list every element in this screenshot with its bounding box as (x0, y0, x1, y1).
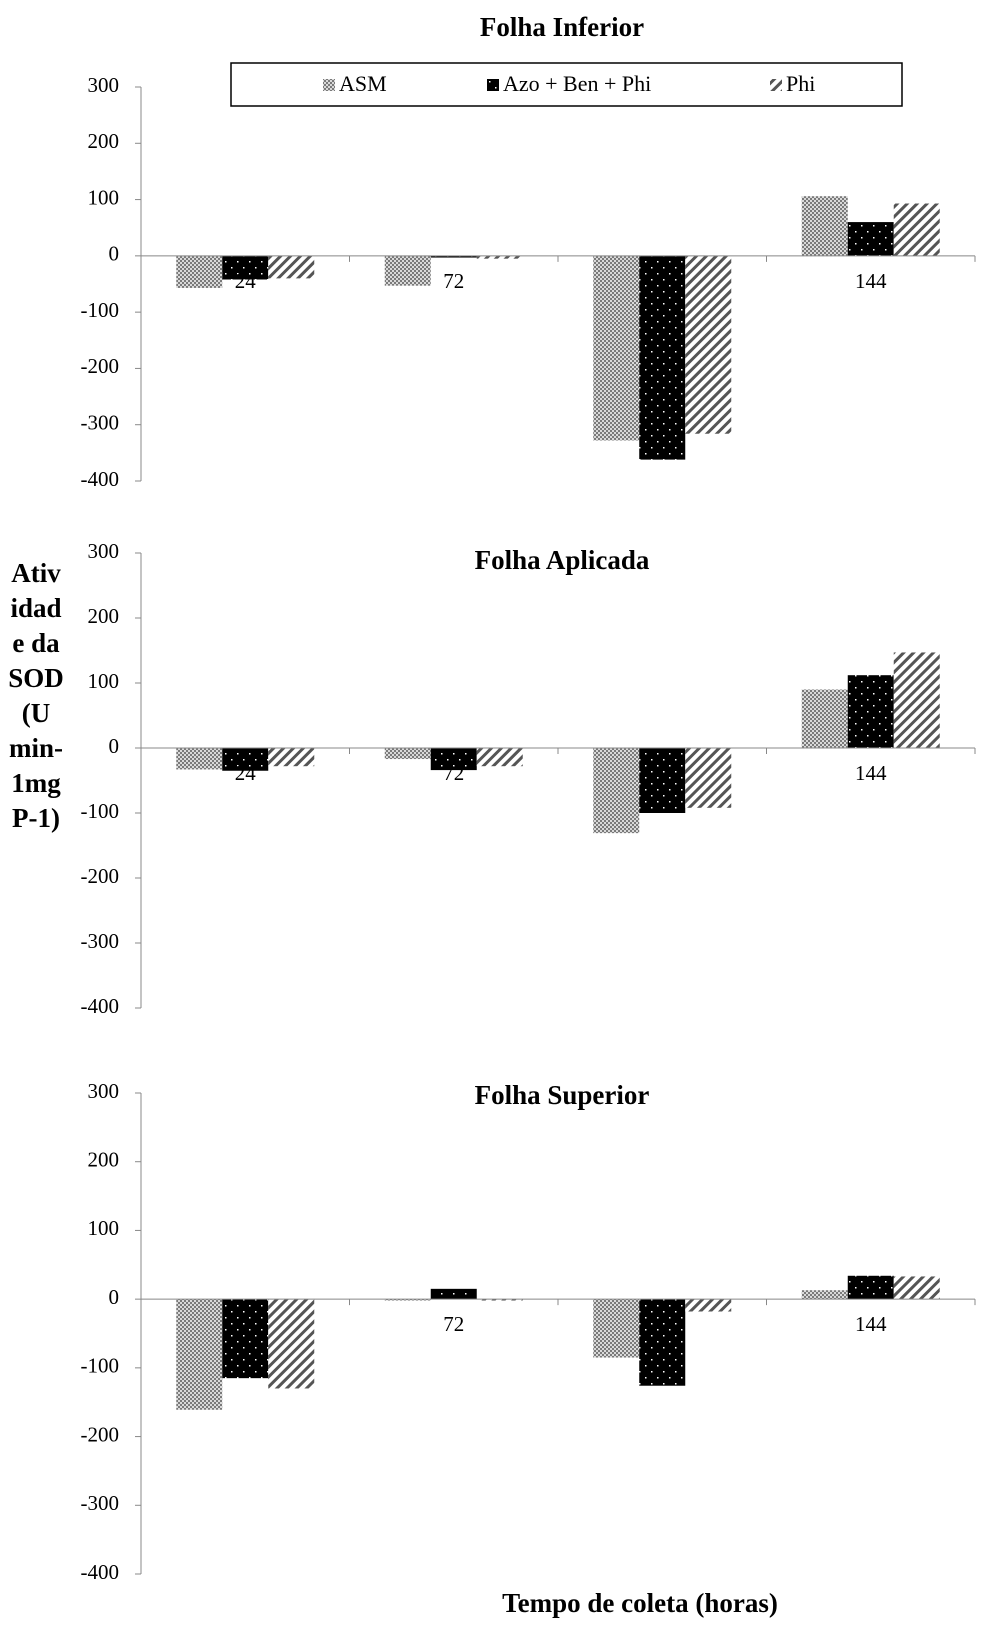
y-tick-label: 200 (88, 604, 120, 628)
bar-phi-3 (893, 203, 940, 256)
y-tick-label: -100 (81, 298, 120, 322)
y-tick-label: 100 (88, 185, 120, 209)
bar-asm-0 (176, 255, 223, 288)
bar-azo-ben-phi-0 (222, 748, 269, 771)
y-tick-label: 0 (109, 1285, 120, 1309)
chart-title: Folha Inferior (480, 12, 644, 42)
bar-azo-ben-phi-2 (639, 1299, 686, 1386)
x-tick-label: 24 (235, 269, 257, 293)
bar-azo-ben-phi-1 (430, 748, 477, 771)
x-tick-label: 72 (443, 761, 464, 785)
y-tick-label: 300 (88, 539, 120, 563)
bar-phi-0 (268, 748, 315, 767)
bar-asm-0 (176, 748, 223, 770)
bar-asm-1 (384, 255, 431, 286)
bar-azo-ben-phi-1 (430, 255, 477, 258)
legend-label-1: ASM (339, 71, 387, 96)
y-tick-label: -300 (81, 411, 120, 435)
panel-2: Folha Aplicada 300 200 100 0 -100 -200 -300 -400… (81, 539, 976, 1018)
chart-panels: Folha Inferior 300 200 100 0 -100 -200 -300 -400… (81, 12, 976, 1618)
y-tick-label: 0 (109, 734, 120, 758)
bar-azo-ben-phi-3 (847, 1275, 894, 1300)
x-axis-title: Tempo de coleta (horas) (502, 1588, 778, 1618)
bar-azo-ben-phi-2 (639, 748, 686, 813)
legend-swatch-2 (487, 79, 499, 91)
x-tick-label: 72 (443, 1312, 464, 1336)
y-tick-label: 0 (109, 242, 120, 266)
bar-asm-3 (801, 689, 848, 748)
y-tick-label: 200 (88, 129, 120, 153)
x-tick-label: 144 (855, 269, 887, 293)
y-tick-label: -200 (81, 864, 120, 888)
chart-title: Folha Aplicada (475, 545, 650, 575)
bar-azo-ben-phi-2 (639, 255, 686, 460)
legend-label-2: Azo + Ben + Phi (503, 71, 651, 96)
legend-swatch-1 (323, 79, 335, 91)
bar-asm-3 (801, 196, 848, 256)
bar-phi-1 (476, 1299, 523, 1301)
bar-asm-1 (384, 1299, 431, 1301)
legend-swatch-3 (770, 79, 782, 91)
legend: ASM Azo + Ben + Phi Phi (230, 62, 903, 107)
x-tick-label: 144 (855, 1312, 887, 1336)
y-tick-label: 200 (88, 1148, 120, 1172)
bar-azo-ben-phi-3 (847, 675, 894, 748)
y-tick-label: -300 (81, 929, 120, 953)
bar-asm-3 (801, 1290, 848, 1300)
bar-phi-3 (893, 652, 940, 748)
y-tick-label: 100 (88, 1216, 120, 1240)
legend-label-3: Phi (786, 71, 815, 96)
bar-phi-3 (893, 1276, 940, 1300)
y-tick-label: -200 (81, 354, 120, 378)
bar-phi-0 (268, 1299, 315, 1389)
bar-asm-1 (384, 748, 431, 760)
chart-title: Folha Superior (475, 1080, 650, 1110)
bar-phi-1 (476, 255, 523, 259)
bar-asm-2 (593, 1299, 640, 1358)
panel-3: Folha Superior 300 200 100 0 -100 -200 -300 -400… (81, 1079, 976, 1584)
y-tick-label: -400 (81, 1560, 120, 1584)
bar-asm-2 (593, 255, 640, 441)
y-tick-label: -100 (81, 1354, 120, 1378)
y-axis-label: Atividade da SOD (U min-1mg P-1) (8, 558, 64, 833)
y-tick-label: 300 (88, 73, 120, 97)
bar-phi-2 (685, 255, 732, 434)
y-tick-label: -200 (81, 1422, 120, 1446)
legend-box (230, 62, 903, 107)
y-tick-label: -300 (81, 1491, 120, 1515)
bar-azo-ben-phi-1 (430, 1288, 477, 1300)
y-tick-label: -400 (81, 467, 120, 491)
bar-azo-ben-phi-0 (222, 255, 269, 280)
bar-asm-0 (176, 1299, 223, 1410)
x-tick-label: 144 (855, 761, 887, 785)
y-tick-label: -100 (81, 799, 120, 823)
y-tick-label: 300 (88, 1079, 120, 1103)
bar-phi-2 (685, 748, 732, 808)
panel-1: Folha Inferior 300 200 100 0 -100 -200 -300 -400… (81, 12, 976, 491)
y-tick-label: 100 (88, 669, 120, 693)
x-tick-label: 24 (235, 761, 257, 785)
y-tick-label: -400 (81, 994, 120, 1018)
bar-phi-1 (476, 748, 523, 767)
bar-asm-2 (593, 748, 640, 834)
x-tick-label: 72 (443, 269, 464, 293)
bar-phi-2 (685, 1299, 732, 1312)
bar-azo-ben-phi-3 (847, 222, 894, 256)
bar-azo-ben-phi-0 (222, 1299, 269, 1379)
bar-phi-0 (268, 255, 315, 279)
